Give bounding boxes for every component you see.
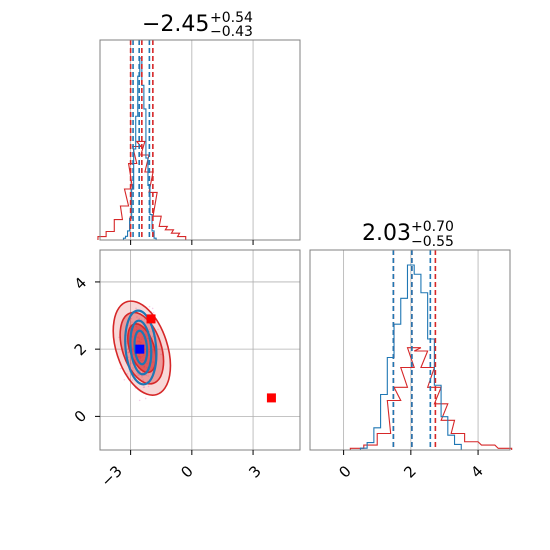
scatter-point	[131, 321, 133, 323]
x-tick-label: 0	[177, 462, 196, 481]
scatter-point	[157, 328, 159, 331]
scatter-point	[138, 399, 141, 402]
x-tick-labels-param-1: −3 0 3	[97, 462, 264, 490]
joint-contour-panel	[95, 249, 301, 455]
contour-blue-level-1	[124, 309, 158, 386]
scatter-point	[147, 375, 149, 377]
scatter-point	[132, 367, 134, 369]
histogram-param-1-panel	[97, 39, 301, 245]
x-tick-label: 2	[400, 462, 419, 481]
scatter-point	[139, 369, 141, 372]
histogram-blue-param-2	[359, 264, 462, 450]
svg-text:−0.43: −0.43	[210, 24, 253, 40]
y-tick-label: 2	[71, 340, 90, 359]
scatter-point	[129, 362, 132, 365]
svg-text:−0.55: −0.55	[411, 234, 454, 250]
scatter-point	[152, 335, 154, 338]
svg-text:2.03: 2.03	[362, 221, 411, 246]
scatter-point	[152, 311, 155, 314]
scatter-point	[135, 307, 137, 310]
scatter-point	[144, 318, 146, 321]
scatter-point	[127, 356, 130, 359]
scatter-point	[119, 367, 122, 370]
scatter-point	[160, 353, 162, 356]
scatter-point	[147, 385, 150, 388]
scatter-point	[142, 379, 145, 381]
axes-frame	[99, 249, 301, 451]
scatter-point	[145, 374, 147, 377]
scatter-point	[128, 324, 131, 327]
x-tick-label: 3	[245, 462, 264, 481]
scatter-point	[138, 317, 141, 320]
y-tick-label: 0	[71, 407, 90, 426]
scatter-point	[137, 374, 139, 377]
x-tick-label: 4	[467, 462, 486, 481]
svg-text:−2.45: −2.45	[142, 12, 209, 37]
scatter-point	[130, 317, 133, 320]
scatter-point	[123, 378, 126, 381]
scatter-point	[141, 376, 143, 378]
y-tick-label: 4	[71, 274, 90, 293]
axes-frame	[99, 39, 301, 241]
scatter-point	[142, 386, 145, 389]
scatter-point	[131, 379, 134, 381]
title-param-2: 2.03 +0.70 −0.55	[362, 219, 454, 250]
svg-text:+0.54: +0.54	[210, 10, 253, 26]
scatter-point	[127, 351, 130, 354]
scatter-point	[136, 372, 138, 375]
histogram-red-param-1	[97, 140, 187, 240]
x-tick-label: −3	[97, 462, 125, 490]
scatter-point	[144, 397, 147, 400]
contour-blue-level-2	[129, 319, 153, 376]
marker-blue-square	[135, 344, 145, 354]
scatter-point	[143, 386, 146, 388]
marker-red-square	[146, 314, 156, 324]
x-tick-labels-param-2: 0 2 4	[335, 462, 486, 481]
scatter-point	[148, 305, 151, 308]
axes-frame	[309, 249, 511, 451]
scatter-point	[151, 307, 154, 310]
scatter-point	[148, 330, 151, 333]
marker-red-square	[266, 393, 276, 403]
scatter-point	[136, 316, 138, 318]
contour-blue-level-3	[133, 329, 149, 366]
svg-text:+0.70: +0.70	[411, 219, 454, 235]
histogram-param-2-panel	[309, 249, 513, 455]
scatter-point	[148, 328, 151, 331]
histogram-red-param-2	[349, 347, 513, 450]
scatter-point	[127, 351, 130, 354]
title-param-1: −2.45 +0.54 −0.43	[142, 10, 253, 40]
x-tick-label: 0	[335, 462, 354, 481]
scatter-point	[126, 373, 129, 375]
y-tick-labels-param-2: 0 2 4	[71, 274, 90, 426]
